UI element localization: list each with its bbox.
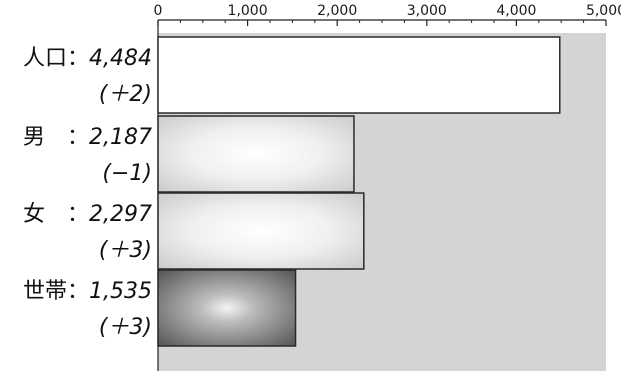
category-labels: 人口：4,484 (＋2) 男 ：2,187 (−1) 女 ：2,297 (＋3) 世帯：1,5… — [23, 46, 152, 340]
x-tick-label: 0 — [154, 3, 163, 19]
category-label: 女：2,297 — [23, 202, 152, 227]
bar-0 — [157, 36, 561, 114]
bar-1 — [157, 115, 355, 193]
category-label: 人口：4,484 — [23, 46, 152, 71]
category-value: 1,535 — [89, 279, 152, 304]
bars — [157, 36, 561, 347]
category-change: (＋3) — [99, 315, 152, 340]
bar-2 — [157, 192, 365, 270]
category-name: 人口 — [23, 46, 67, 71]
x-tick-label: 3,000 — [407, 3, 447, 19]
x-tick-label: 4,000 — [496, 3, 536, 19]
category-name: 女 — [23, 202, 45, 227]
category-value: 2,297 — [89, 202, 152, 227]
category-value: 4,484 — [89, 46, 152, 71]
x-tick-label: 5,000 — [586, 3, 621, 19]
category-change: (＋3) — [99, 238, 152, 263]
category-change: (＋2) — [99, 82, 152, 107]
bar-3 — [157, 269, 297, 347]
category-change: (−1) — [102, 161, 152, 186]
category-label: 世帯：1,535 — [23, 279, 152, 304]
x-tick-label: 1,000 — [228, 3, 268, 19]
x-tick-label: 2,000 — [317, 3, 357, 19]
category-name: 男 — [23, 125, 45, 150]
category-name: 世帯 — [23, 279, 67, 304]
category-label: 男：2,187 — [23, 125, 152, 150]
category-value: 2,187 — [89, 125, 152, 150]
